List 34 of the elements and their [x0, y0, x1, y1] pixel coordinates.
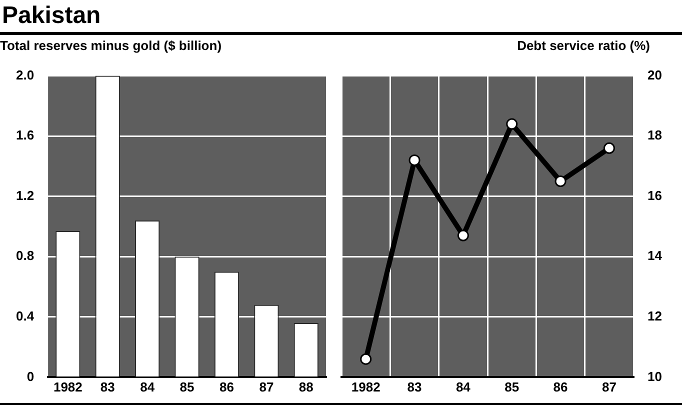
x-tick-label: 1982	[53, 380, 82, 395]
y-tick-label: 1.2	[16, 188, 34, 203]
y-tick-label: 0.8	[16, 248, 34, 264]
y2-tick-label: 18	[648, 128, 662, 143]
y-tick-label: 2.0	[16, 67, 34, 82]
y2-tick-label: 10	[648, 368, 662, 384]
x-tick-label: 86	[553, 380, 568, 395]
x-tick-label: 85	[180, 380, 194, 395]
x-tick-label: 83	[100, 380, 115, 395]
x-tick-label: 84	[140, 380, 156, 395]
x-tick-label: 85	[504, 380, 520, 395]
y2-axis-title: Debt service ratio (%)	[516, 38, 651, 54]
point	[408, 154, 420, 166]
y-axis-title: Total reserves minus gold ($ billion)	[0, 38, 223, 54]
point	[457, 230, 469, 242]
x-tick-label: 87	[602, 380, 616, 395]
x-tick-label: 83	[407, 380, 422, 395]
x-tick-label: 86	[220, 380, 234, 395]
x-tick-label: 88	[298, 380, 314, 395]
y2-tick-label: 14	[648, 248, 663, 264]
y2-tick-label: 16	[648, 188, 662, 203]
x-tick-label: 1982	[351, 380, 380, 395]
x-tick-label: 84	[456, 380, 472, 395]
chart-title: Pakistan	[2, 2, 101, 30]
x-tick-label: 87	[259, 380, 274, 395]
point	[554, 176, 566, 188]
point	[506, 118, 518, 130]
y2-tick-label: 12	[648, 308, 662, 324]
y2-tick-label: 20	[648, 67, 662, 82]
y-tick-label: 0.4	[16, 308, 35, 324]
y-tick-label: 1.6	[16, 128, 34, 143]
point	[360, 353, 372, 365]
point	[603, 142, 615, 154]
y-tick-label: 0	[26, 368, 34, 384]
